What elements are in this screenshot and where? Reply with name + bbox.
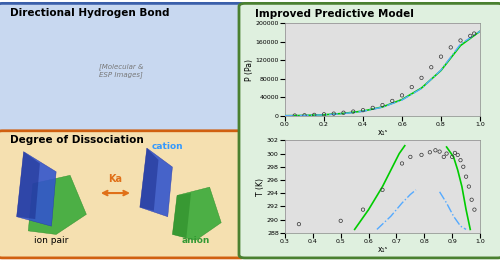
Point	[349, 109, 357, 114]
Point	[451, 151, 459, 155]
Point	[340, 110, 347, 115]
Polygon shape	[28, 175, 86, 235]
Point	[465, 184, 473, 188]
Point	[426, 150, 434, 154]
Point	[378, 103, 386, 107]
Point	[330, 112, 338, 116]
Point	[359, 108, 367, 112]
Text: Degree of Dissociation: Degree of Dissociation	[10, 135, 144, 145]
Point	[406, 155, 414, 159]
Text: Directional Hydrogen Bond: Directional Hydrogen Bond	[10, 8, 170, 18]
Point	[447, 45, 455, 49]
Y-axis label: T (K): T (K)	[256, 178, 266, 196]
Point	[456, 38, 464, 43]
Point	[460, 165, 468, 169]
Polygon shape	[140, 148, 158, 211]
Point	[470, 31, 478, 36]
Point	[437, 55, 445, 59]
Point	[456, 158, 464, 162]
Point	[310, 113, 318, 117]
Text: ion pair: ion pair	[34, 236, 68, 245]
Point	[442, 152, 450, 156]
Polygon shape	[172, 187, 221, 240]
Point	[320, 112, 328, 116]
Polygon shape	[16, 152, 56, 226]
Point	[336, 219, 344, 223]
Polygon shape	[172, 193, 191, 238]
Point	[378, 188, 386, 192]
Point	[398, 161, 406, 166]
Text: Ka: Ka	[108, 174, 122, 184]
Point	[408, 85, 416, 89]
Point	[466, 34, 474, 38]
Polygon shape	[16, 152, 40, 219]
Point	[462, 174, 470, 179]
Text: anion: anion	[182, 236, 210, 245]
Point	[448, 155, 456, 159]
X-axis label: x₁ˢ: x₁ˢ	[378, 245, 388, 254]
Point	[359, 207, 367, 212]
Point	[418, 153, 426, 157]
Text: Improved Predictive Model: Improved Predictive Model	[255, 9, 414, 19]
Y-axis label: P (Pa): P (Pa)	[245, 58, 254, 81]
Point	[300, 113, 308, 117]
Text: cation: cation	[152, 142, 184, 151]
Point	[388, 99, 396, 103]
Point	[468, 198, 475, 202]
Text: [Molecular &
ESP Images]: [Molecular & ESP Images]	[99, 64, 144, 78]
Point	[295, 222, 303, 226]
Point	[398, 93, 406, 98]
X-axis label: x₁ˢ: x₁ˢ	[378, 128, 388, 137]
Point	[418, 76, 426, 80]
Point	[427, 65, 435, 69]
Point	[369, 106, 377, 110]
Point	[470, 207, 478, 212]
FancyArrowPatch shape	[103, 191, 128, 195]
Point	[454, 153, 462, 157]
Point	[440, 155, 448, 159]
Point	[291, 113, 299, 118]
Point	[436, 150, 444, 154]
Point	[432, 148, 440, 152]
Polygon shape	[140, 148, 172, 217]
